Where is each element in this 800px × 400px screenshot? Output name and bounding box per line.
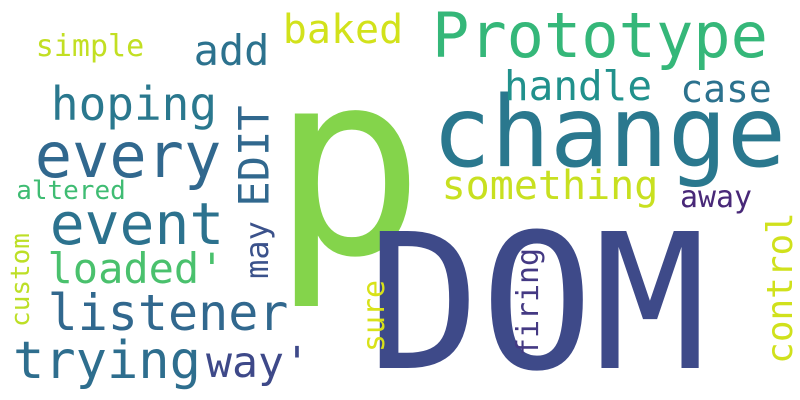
word-handle: handle xyxy=(504,61,652,110)
word-simple: simple xyxy=(35,29,145,64)
word-p: p xyxy=(271,17,425,314)
word-altered: altered xyxy=(16,176,126,206)
word-edit: EDIT xyxy=(229,105,279,207)
word-baked: baked xyxy=(282,7,404,53)
word-sure: sure xyxy=(357,279,393,352)
word-every: every xyxy=(34,119,222,192)
word-custom: custom xyxy=(5,233,36,327)
word-trying: trying xyxy=(13,331,201,391)
word-loaded: loaded' xyxy=(47,244,225,293)
word-change: change xyxy=(432,76,787,190)
word-something: something xyxy=(441,163,659,209)
word-dom: DOM xyxy=(367,194,707,400)
word-way: way' xyxy=(206,338,310,389)
word-may: may xyxy=(237,221,276,279)
word-add: add xyxy=(193,26,270,75)
word-case: case xyxy=(680,67,772,111)
word-prototype: Prototype xyxy=(432,0,768,72)
word-event: event xyxy=(49,190,225,258)
word-listener: listener xyxy=(47,284,289,342)
word-firing: firing xyxy=(511,247,547,356)
word-hoping: hoping xyxy=(50,77,218,131)
word-control: control xyxy=(759,212,800,364)
word-away: away xyxy=(680,180,752,215)
